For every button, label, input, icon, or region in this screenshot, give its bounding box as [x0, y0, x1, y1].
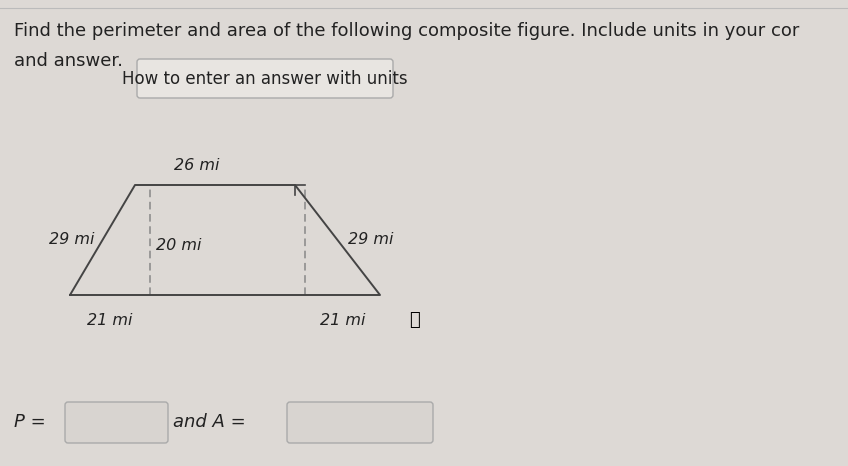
Text: and A =: and A = [173, 413, 246, 431]
FancyBboxPatch shape [65, 402, 168, 443]
Text: and answer.: and answer. [14, 52, 123, 70]
Text: 🔍: 🔍 [410, 311, 421, 329]
FancyBboxPatch shape [287, 402, 433, 443]
Text: 21 mi: 21 mi [320, 313, 365, 328]
Text: 26 mi: 26 mi [174, 158, 220, 173]
Text: How to enter an answer with units: How to enter an answer with units [122, 69, 408, 88]
FancyBboxPatch shape [137, 59, 393, 98]
Text: 29 mi: 29 mi [49, 233, 94, 247]
Text: 29 mi: 29 mi [348, 233, 393, 247]
Text: 21 mi: 21 mi [87, 313, 133, 328]
Text: 20 mi: 20 mi [156, 238, 202, 253]
Text: Find the perimeter and area of the following composite figure. Include units in : Find the perimeter and area of the follo… [14, 22, 800, 40]
Text: P =: P = [14, 413, 46, 431]
